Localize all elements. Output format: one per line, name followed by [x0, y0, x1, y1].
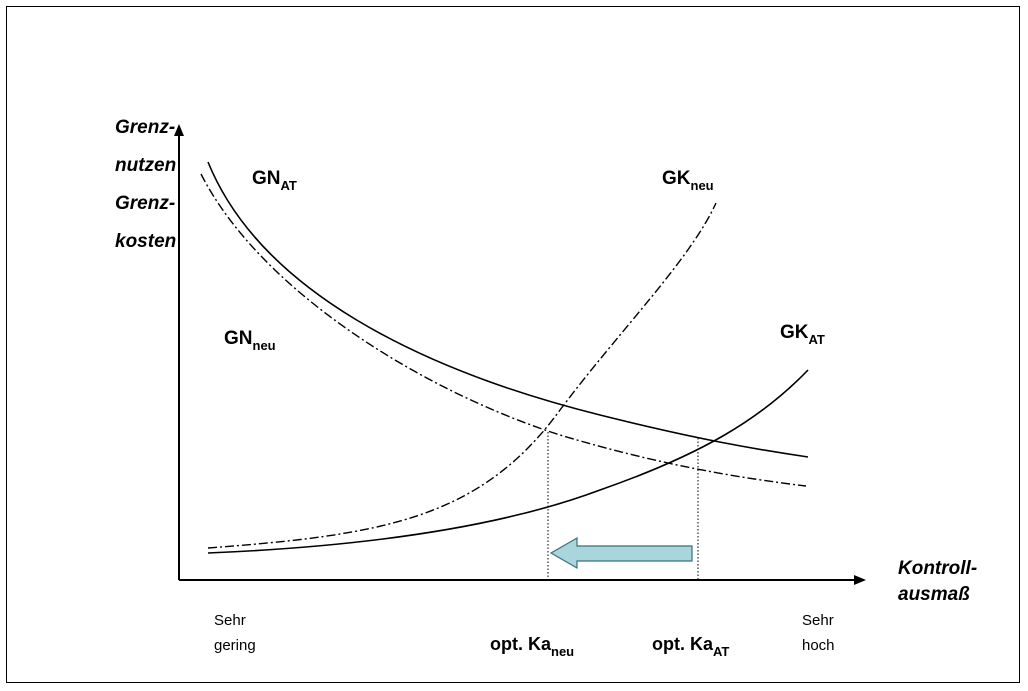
y-axis-label-line2: nutzen	[115, 155, 176, 176]
x-axis-label-line1: Kontroll-	[898, 558, 977, 579]
gk-at-label: GKAT	[780, 322, 825, 347]
opt-ka-at-label: opt. KaAT	[652, 634, 729, 659]
gk-neu-curve	[207, 202, 717, 549]
x-tick-right-line1: Sehr	[802, 612, 834, 629]
x-tick-right-line2: hoch	[802, 637, 835, 654]
x-tick-left-line2: gering	[214, 637, 256, 654]
gk-at-curve	[207, 369, 809, 554]
gn-at-label: GNAT	[252, 168, 297, 193]
x-tick-left-line1: Sehr	[214, 612, 246, 629]
gn-neu-label: GNneu	[224, 328, 276, 353]
y-axis-label-line1: Grenz-	[115, 117, 175, 138]
gn-neu-curve	[200, 173, 807, 487]
gk-neu-label: GKneu	[662, 168, 714, 193]
gn-at-curve	[207, 161, 809, 458]
y-axis-label-line3: Grenz-	[115, 193, 175, 214]
y-axis-label-line4: kosten	[115, 231, 176, 252]
shift-arrow	[549, 536, 693, 570]
x-axis-label-line2: ausmaß	[898, 584, 970, 605]
opt-ka-neu-label: opt. Kaneu	[490, 634, 574, 659]
diagram-frame	[6, 6, 1020, 683]
